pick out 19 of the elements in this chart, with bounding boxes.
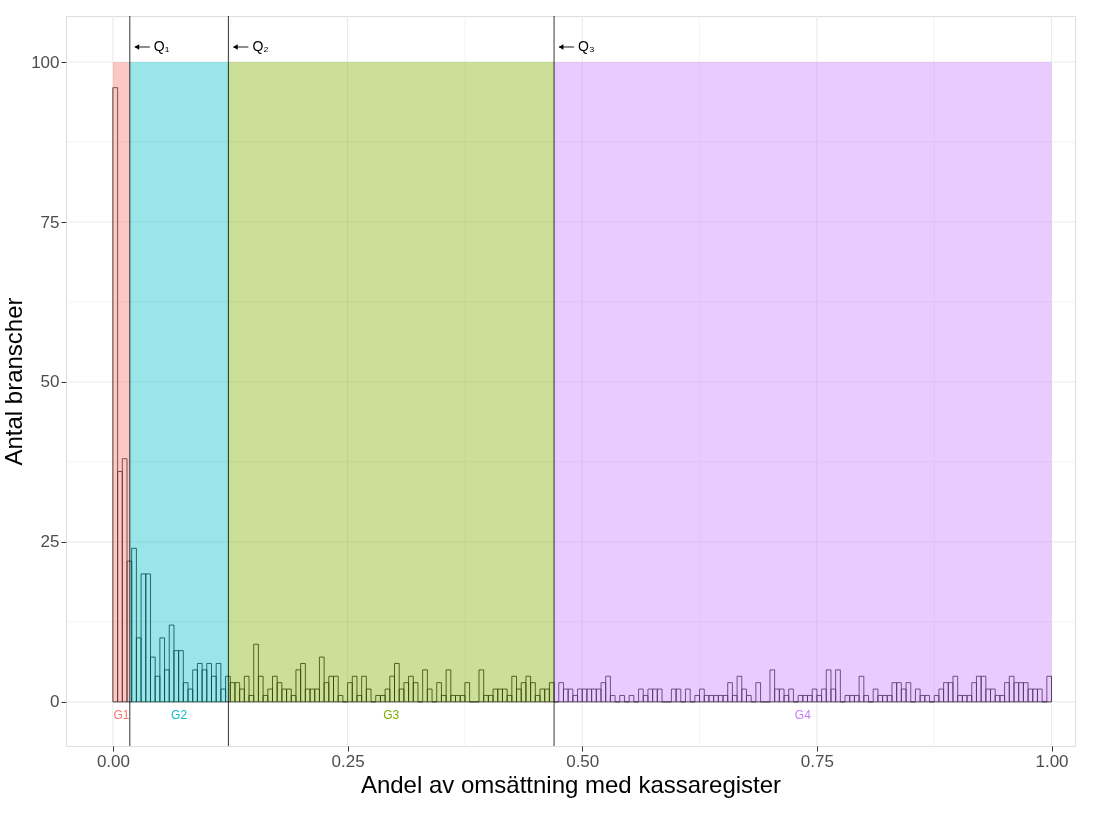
y-tick-label: 100 <box>31 52 60 72</box>
ref-line-label: Q₂ <box>252 38 269 54</box>
x-tick-label: 1.00 <box>1035 751 1069 771</box>
x-axis-title: Andel av omsättning med kassaregister <box>360 770 782 798</box>
ref-line-label: Q₁ <box>153 38 170 54</box>
y-tick-label: 0 <box>50 692 60 712</box>
x-tick-label: 0.75 <box>800 751 834 771</box>
x-tick-label: 0.25 <box>331 751 365 771</box>
y-axis-title: Antal branscher <box>0 297 28 466</box>
band-label: G1 <box>113 707 130 722</box>
band-label: G4 <box>794 707 812 722</box>
ref-line-label: Q₃ <box>578 38 595 54</box>
band-label: G3 <box>383 707 400 722</box>
x-tick-label: 0.00 <box>96 751 130 771</box>
y-tick-label: 25 <box>40 532 60 552</box>
x-tick-label: 0.50 <box>566 751 600 771</box>
y-tick-label: 50 <box>40 372 60 392</box>
band-label: G2 <box>171 707 188 722</box>
y-tick-label: 75 <box>40 212 60 232</box>
